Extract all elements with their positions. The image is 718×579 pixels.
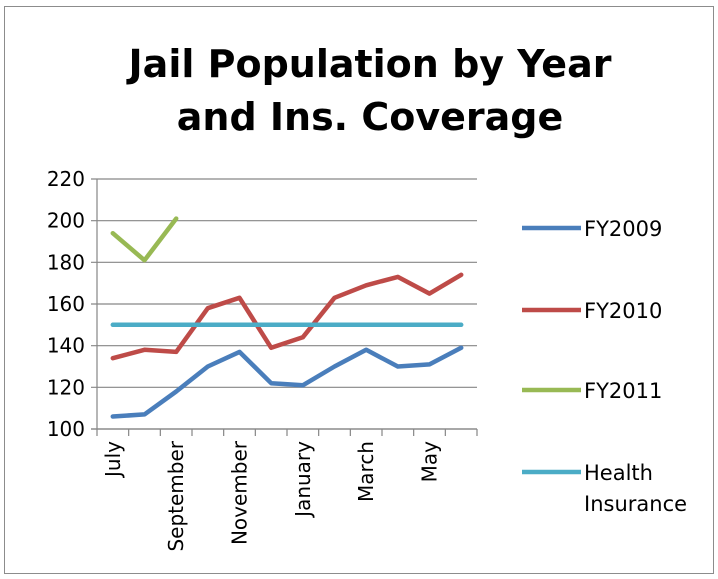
x-tick-label: May: [418, 441, 442, 483]
legend-item: FY2009: [522, 217, 662, 241]
y-tick-label: 100: [47, 417, 85, 441]
y-tick-label: 140: [47, 334, 85, 358]
x-tick-label: September: [164, 440, 188, 551]
y-tick-label: 220: [47, 167, 85, 191]
legend-label: Health: [584, 461, 653, 485]
gridlines: [91, 178, 477, 430]
x-axis: July September November January March May: [91, 428, 478, 552]
x-tick-label: March: [354, 441, 378, 502]
y-tick-label: 200: [47, 209, 85, 233]
series-line-fy2009: [110, 345, 464, 419]
legend-label: Insurance: [584, 492, 687, 516]
chart-title-line-1: Jail Population by Year: [126, 42, 612, 86]
x-tick-label: July: [101, 441, 125, 479]
series-lines: [110, 216, 464, 419]
y-axis: 100 120 140 160 180 200 220: [47, 167, 98, 441]
y-tick-label: 180: [47, 250, 85, 274]
x-tick-label: November: [228, 440, 252, 545]
legend-item: Health Insurance: [522, 461, 687, 516]
series-line-fy2011: [110, 216, 179, 263]
legend: FY2009 FY2010 FY2011 Health Insurance: [522, 217, 687, 516]
series-line-fy2010: [110, 272, 464, 361]
legend-item: FY2010: [522, 299, 662, 323]
y-tick-label: 120: [47, 375, 85, 399]
legend-label: FY2011: [584, 379, 662, 403]
x-tick-label: January: [291, 441, 315, 519]
chart-title-line-2: and Ins. Coverage: [177, 95, 564, 139]
legend-item: FY2011: [522, 379, 662, 403]
chart-frame: Jail Population by Year and Ins. Coverag…: [4, 6, 714, 574]
legend-label: FY2010: [584, 299, 662, 323]
chart: Jail Population by Year and Ins. Coverag…: [47, 42, 687, 552]
chart-title: Jail Population by Year and Ins. Coverag…: [126, 42, 612, 139]
legend-label: FY2009: [584, 217, 662, 241]
y-tick-label: 160: [47, 292, 85, 316]
